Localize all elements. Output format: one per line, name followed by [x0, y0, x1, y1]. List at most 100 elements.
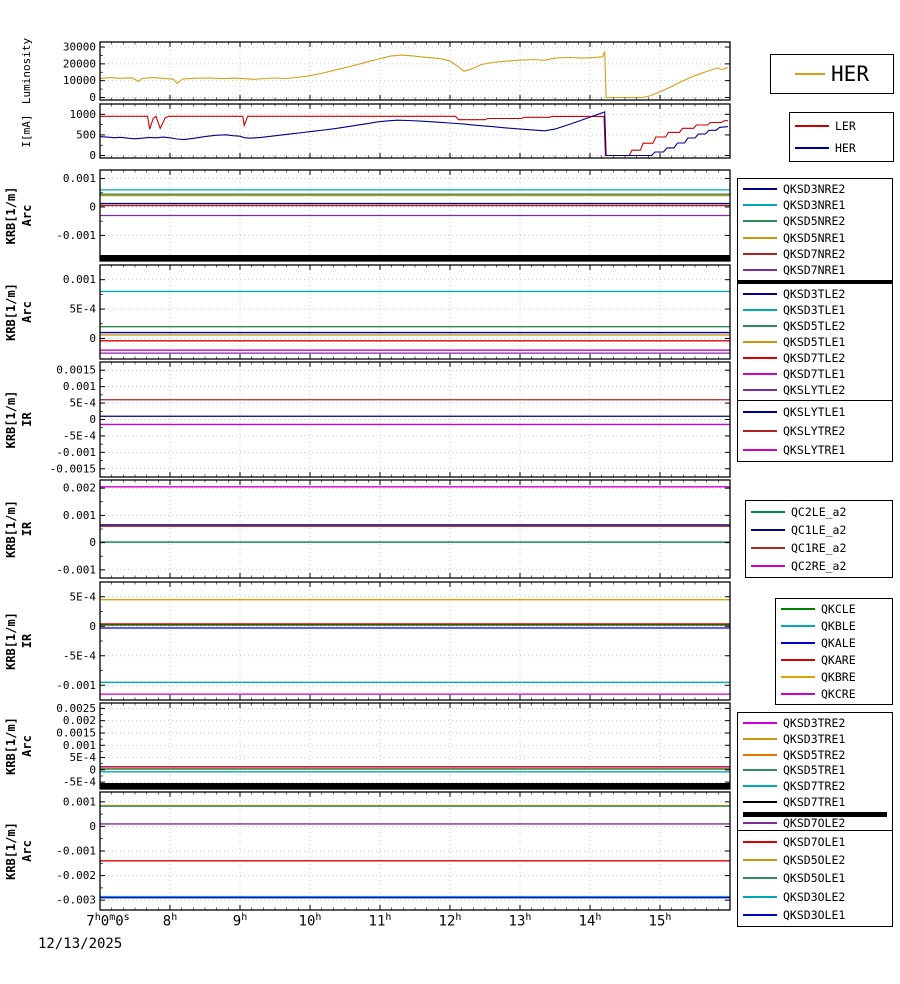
- panel-frame-krb-ir-qc: [99, 479, 731, 579]
- legend-label: QC1RE_a2: [791, 540, 847, 555]
- y-tick-label: -0.0015: [50, 462, 96, 475]
- legend-entry: QKSD5TLE2: [743, 320, 887, 332]
- panel-frame-krb-ir-sly: [99, 361, 731, 478]
- panel-frame-krb-arc-ole: [99, 791, 731, 911]
- legend-line-sample: [743, 721, 777, 724]
- y-tick-label: 5E-4: [70, 751, 97, 764]
- y-axis-label: KRB[1/m]: [4, 187, 18, 245]
- x-tick-label: 8h: [162, 912, 178, 930]
- legend-label: QKSD7TRE1: [783, 795, 846, 810]
- y-tick-label: -5E-4: [63, 429, 96, 442]
- legend-entry: QKSD3OLE1: [743, 909, 887, 921]
- legend-entry: QKCLE: [781, 603, 887, 615]
- x-tick-label: 14h: [578, 912, 602, 930]
- y-tick-label: 0.001: [63, 739, 96, 752]
- y-tick-label: 0.002: [63, 714, 96, 727]
- legend-label: QKSLYTRE1: [783, 442, 846, 457]
- y-tick-label: 5E-4: [70, 303, 97, 316]
- legend-label: QKALE: [821, 636, 856, 651]
- y-tick-label: 0: [89, 820, 96, 833]
- legend-entry: QKBLE: [781, 620, 887, 632]
- y-tick-label: -5E-4: [63, 649, 96, 662]
- legend-entry: QKSD3OLE2: [743, 891, 887, 903]
- y-tick-label: -0.001: [56, 446, 96, 459]
- legend-label: QC2RE_a2: [791, 558, 847, 573]
- legend-line-sample: [781, 692, 815, 695]
- y-tick-label: -0.001: [56, 229, 96, 242]
- legend-line-sample: [743, 877, 777, 880]
- legend-line-sample: [743, 448, 777, 451]
- legend-label: QKSLYTLE1: [783, 405, 846, 420]
- y-tick-label: 10000: [63, 74, 96, 87]
- y-axis-section-label: Arc: [20, 735, 34, 757]
- x-tick-label: 13h: [508, 912, 532, 930]
- legend-entry: LER: [795, 120, 888, 132]
- y-tick-label: 0.002: [63, 482, 96, 495]
- legend-line-sample: [743, 785, 777, 788]
- legend-label: QKSD3TLE1: [783, 302, 846, 317]
- legend-entry: QKSD7TRE2: [743, 780, 887, 792]
- legend-line-sample: [743, 801, 777, 804]
- legend-line-sample: [743, 821, 777, 824]
- y-tick-label: -0.003: [56, 894, 96, 907]
- legend-entry: QKSD7OLE2: [743, 811, 887, 829]
- legend-label: QKSD3TLE2: [783, 286, 846, 301]
- legend-line-sample: [743, 188, 777, 191]
- y-axis-label: Luminosity: [20, 38, 33, 105]
- legend-entry: HER: [795, 142, 888, 154]
- legend-line-sample: [751, 511, 785, 513]
- legend-entry: QKBRE: [781, 671, 887, 683]
- legend-line-sample: [743, 411, 777, 414]
- legend-line-sample: [781, 675, 815, 678]
- legend-entry: QC1RE_a2: [751, 542, 887, 554]
- y-tick-label: 0: [89, 413, 96, 426]
- y-axis-section-label: IR: [20, 521, 34, 536]
- y-tick-label: 0: [89, 536, 96, 549]
- legend-entry: QKARE: [781, 654, 887, 666]
- legend-label: HER: [835, 140, 856, 155]
- x-tick-label: 11h: [368, 912, 392, 930]
- legend-line-sample: [743, 325, 777, 327]
- legend-line-sample: [743, 389, 777, 391]
- legend-entry: QKSD5OLE1: [743, 872, 887, 885]
- legend-entry: HER: [795, 63, 869, 85]
- legend-line-sample: [743, 252, 777, 255]
- x-tick-label: 12h: [438, 912, 462, 930]
- legend-label: QKSD5TRE1: [783, 763, 846, 778]
- series-LER: [100, 115, 728, 157]
- legend-label: QKCLE: [821, 602, 856, 617]
- x-tick-label: 10h: [298, 912, 322, 930]
- y-tick-label: 0: [89, 620, 96, 633]
- legend-qksly: QKSLYTLE1 QKSLYTRE2 QKSLYTRE1: [737, 400, 893, 462]
- legend-line-sample: [781, 608, 815, 611]
- legend-qc-ir: QC2LE_a2 QC1LE_a2 QC1RE_a2 QC2RE_a2: [745, 500, 893, 578]
- legend-line-sample: [795, 147, 829, 149]
- y-axis-label: KRB[1/m]: [4, 612, 18, 670]
- y-tick-label: 5E-4: [70, 590, 97, 603]
- legend-label: QKBRE: [821, 669, 856, 684]
- y-tick-label: -5E-4: [63, 776, 96, 789]
- legend-entry: QKSD7NRE2: [743, 248, 887, 260]
- legend-line-sample: [781, 642, 815, 645]
- legend-line-sample: [743, 913, 777, 916]
- panel-frame-krb-arc-tre: [99, 702, 731, 790]
- legend-entry: QKSD3TLE1: [743, 304, 887, 316]
- legend-label: QKSD7NRE2: [783, 246, 846, 261]
- legend-label: QKSD3TRE1: [783, 731, 846, 746]
- panel-frame-krb-arc-tle: [99, 264, 731, 360]
- legend-label: QKSD3OLE2: [783, 889, 846, 904]
- y-axis-label: KRB[1/m]: [4, 283, 18, 341]
- series-HER: [99, 51, 729, 99]
- y-tick-label: 0.0015: [56, 726, 96, 739]
- legend-label: QC1LE_a2: [791, 522, 847, 537]
- y-tick-label: 0: [89, 332, 96, 345]
- legend-label: QKARE: [821, 652, 856, 667]
- legend-entry: QKSD5TLE1: [743, 336, 887, 348]
- y-tick-label: -0.001: [56, 679, 96, 692]
- legend-line-sample: [743, 895, 777, 898]
- legend-entry: QKSD5TRE2: [743, 749, 887, 761]
- legend-entry: QKSD7TRE1: [743, 796, 887, 808]
- legend-label: QKSD7NRE1: [783, 262, 846, 277]
- legend-label: QKSD7TLE1: [783, 366, 846, 381]
